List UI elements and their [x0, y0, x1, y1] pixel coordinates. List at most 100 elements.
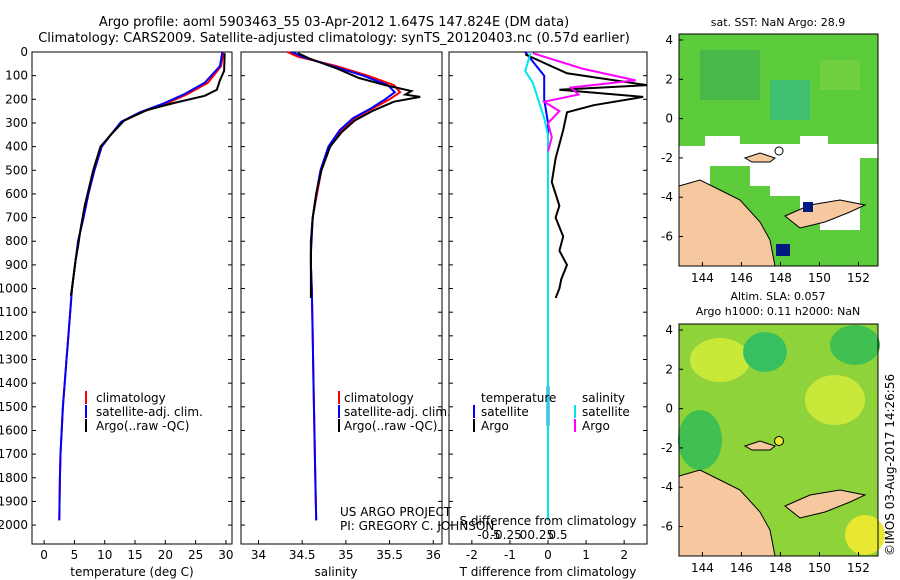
series-line-satellite-adj-clim- — [291, 51, 397, 521]
map-x-tick-label: 146 — [730, 561, 753, 575]
x-tick-label: 2 — [620, 548, 628, 562]
map-y-tick-label: 2 — [665, 72, 673, 86]
series-line-salinity-satellite — [524, 51, 549, 521]
timestamp: ©IMOS 03-Aug-2017 14:26:56 — [883, 374, 897, 556]
depth-tick-label: 1400 — [0, 376, 28, 390]
depth-tick-label: 1300 — [0, 353, 28, 367]
sst-map-frame — [678, 33, 879, 267]
sla-map-title1: Altim. SLA: 0.057 — [730, 290, 825, 303]
map-y-tick-label: 4 — [665, 33, 673, 47]
map-y-tick-label: -4 — [661, 480, 673, 494]
sla-map-title2: Argo h1000: 0.11 h2000: NaN — [696, 305, 861, 318]
depth-tick-label: 200 — [5, 92, 28, 106]
sst-patch — [820, 60, 860, 90]
depth-tick-label: 1900 — [0, 494, 28, 508]
depth-tick-label: 1000 — [0, 282, 28, 296]
legend-argo-label: Argo(..raw -QC) — [344, 419, 437, 433]
legend-s-satellite-label: satellite — [582, 405, 630, 419]
sst-cold-pixel — [803, 202, 813, 212]
legend-argo-label: Argo(..raw -QC) — [96, 419, 189, 433]
x-tick-label: -2 — [466, 548, 478, 562]
map-y-tick-label: 4 — [665, 323, 673, 337]
series-line-argo-raw-qc- — [69, 53, 226, 296]
map-x-tick-label: 152 — [847, 561, 870, 575]
salinity-plot-frame — [240, 51, 443, 545]
temperature-panel: 0100200300400500600700800900100011001200… — [0, 45, 234, 579]
x-tick-label: 0 — [40, 548, 48, 562]
sla-map: Altim. SLA: 0.057 Argo h1000: 0.11 h2000… — [661, 290, 885, 575]
argo-location-marker — [774, 436, 784, 446]
x-tick-label: -1 — [504, 548, 516, 562]
sst-map: sat. SST: NaN Argo: 28.9 4 2 0 -2 -4 -6 144 14… — [661, 16, 879, 285]
depth-tick-label: 1700 — [0, 447, 28, 461]
depth-tick-label: 1500 — [0, 400, 28, 414]
map-y-tick-label: -6 — [661, 520, 673, 534]
temperature-plot-frame — [31, 51, 233, 545]
x-tick-label: 20 — [158, 548, 173, 562]
depth-tick-label: 1600 — [0, 423, 28, 437]
salinity-panel: 34 34.5 35 35.5 36 salinity climatology sate… — [240, 51, 494, 579]
x-tick-label: 36 — [426, 548, 441, 562]
sst-cold-pixel — [776, 244, 790, 256]
map-x-tick-label: 146 — [730, 271, 753, 285]
land-island — [743, 152, 777, 163]
series-line-satellite-adj-clim- — [58, 51, 224, 521]
map-x-tick-label: 148 — [769, 561, 792, 575]
legend-s-argo-label: Argo — [582, 419, 610, 433]
map-x-tick-label: 148 — [769, 271, 792, 285]
s-diff-tick-label: -0.5 — [477, 528, 500, 542]
series-line-argo-raw-qc- — [297, 52, 421, 298]
legend-t-argo-label: Argo — [481, 419, 509, 433]
figure-title-line1: Argo profile: aoml 5903463_55 03-Apr-201… — [99, 15, 569, 30]
map-y-tick-label: -2 — [661, 151, 673, 165]
t-diff-x-label: T difference from climatology — [459, 565, 637, 579]
salinity-legend: climatology satellite-adj. clim. Argo(..… — [338, 391, 451, 433]
map-x-tick-label: 144 — [691, 561, 714, 575]
sst-patch — [700, 50, 760, 100]
x-tick-label: 0 — [544, 548, 552, 562]
x-tick-label: 30 — [218, 548, 233, 562]
s-diff-tick-label: 0.25 — [527, 528, 554, 542]
legend-satellite-label: satellite-adj. clim. — [344, 405, 451, 419]
land-island — [743, 440, 777, 451]
sst-map-title: sat. SST: NaN Argo: 28.9 — [711, 16, 845, 29]
depth-tick-label: 1200 — [0, 329, 28, 343]
series-line-salinity-argo — [532, 52, 636, 152]
map-x-tick-label: 152 — [847, 271, 870, 285]
map-y-tick-label: -2 — [661, 441, 673, 455]
depth-tick-label: 800 — [5, 234, 28, 248]
sla-patch — [845, 515, 885, 555]
difference-legend: temperature satellite Argo salinity sate… — [473, 391, 630, 433]
series-line-climatology — [58, 51, 225, 521]
depth-tick-label: 1100 — [0, 305, 28, 319]
depth-tick-label: 700 — [5, 211, 28, 225]
s-diff-tick-label: 0 — [520, 528, 528, 542]
salinity-x-label: salinity — [314, 565, 357, 579]
x-tick-label: 1 — [582, 548, 590, 562]
depth-tick-label: 500 — [5, 163, 28, 177]
depth-tick-label: 900 — [5, 258, 28, 272]
s-diff-x-label: S difference from climatology — [460, 514, 637, 528]
sst-patch — [770, 80, 810, 120]
map-y-tick-label: 2 — [665, 362, 673, 376]
s-diff-tick-label: -0.25 — [491, 528, 522, 542]
land-new-britain — [784, 199, 867, 229]
series-line-temperature-argo — [524, 53, 648, 299]
sla-patch — [678, 410, 722, 470]
sla-patch — [743, 332, 787, 372]
depth-tick-label: 2000 — [0, 518, 28, 532]
x-tick-label: 34 — [251, 548, 266, 562]
sla-map-frame — [678, 323, 879, 557]
legend-t-satellite-label: satellite — [481, 405, 529, 419]
legend-climatology-label: climatology — [96, 391, 166, 405]
map-x-tick-label: 150 — [808, 561, 831, 575]
map-x-tick-label: 144 — [691, 271, 714, 285]
map-y-tick-label: -6 — [661, 230, 673, 244]
map-y-tick-label: 0 — [665, 402, 673, 416]
s-diff-tick-label: 0.5 — [548, 528, 567, 542]
legend-temperature-head: temperature — [481, 391, 556, 405]
temperature-legend: climatology satellite-adj. clim. Argo(..… — [85, 391, 203, 433]
depth-tick-label: 1800 — [0, 471, 28, 485]
legend-satellite-label: satellite-adj. clim. — [96, 405, 203, 419]
